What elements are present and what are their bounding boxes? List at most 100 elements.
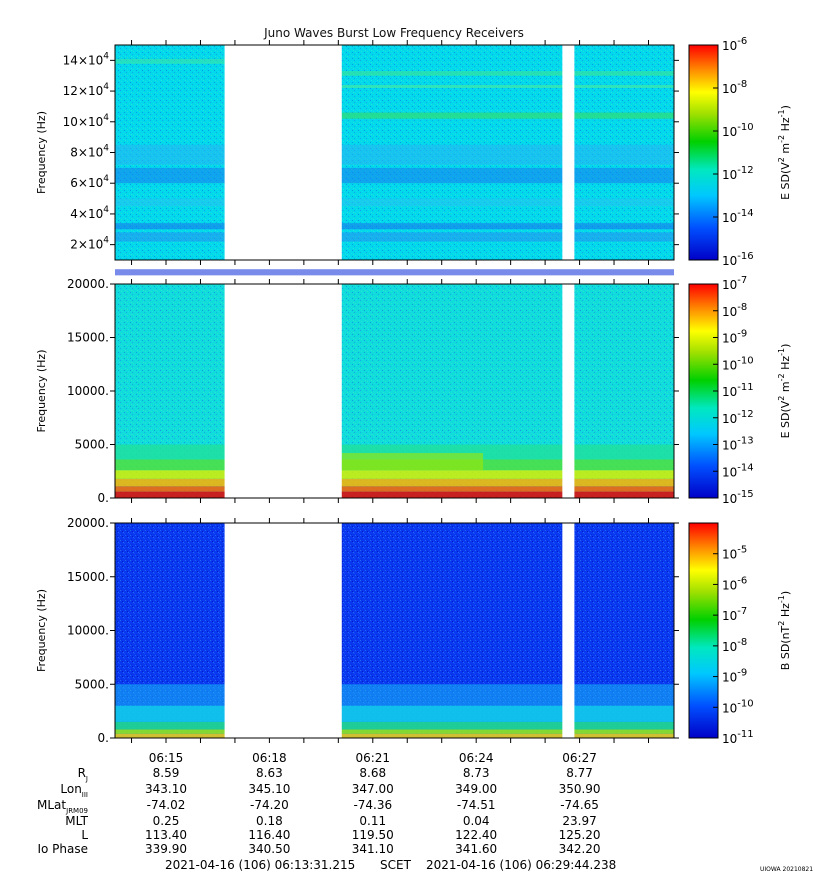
- time-tick-label: 06:24: [459, 751, 494, 765]
- ephemeris-value: -74.36: [353, 798, 392, 812]
- ephemeris-value: 8.59: [153, 766, 180, 780]
- colorbar-tick-label: 10-14: [722, 462, 754, 479]
- footer-start-time: 2021-04-16 (106) 06:13:31.215: [165, 858, 355, 872]
- emission-line: [341, 112, 674, 119]
- data-gap: [562, 284, 575, 499]
- colorbar: [689, 523, 718, 738]
- ephemeris-value: 0.18: [256, 814, 283, 828]
- footer-version: UIOWA 20210821: [760, 866, 813, 873]
- y-tick-label: 2×104: [70, 236, 109, 252]
- ephemeris-value: 23.97: [562, 814, 596, 828]
- colorbar-tick-label: 10-6: [722, 575, 747, 592]
- colorbar-tick-label: 10-7: [722, 275, 747, 292]
- low-frequency-band: [115, 721, 674, 730]
- footer-scet-label: SCET: [380, 858, 412, 872]
- y-tick-label: 4×104: [70, 205, 109, 221]
- ephemeris-value: 345.10: [248, 782, 290, 796]
- spectral-band: [115, 223, 674, 230]
- colorbar-tick-label: 10-12: [722, 409, 754, 426]
- colorbar-tick-label: 10-10: [722, 122, 754, 139]
- y-tick-label: 8×104: [70, 144, 109, 160]
- data-gap: [562, 523, 575, 739]
- colorbar-tick-label: 10-6: [722, 36, 747, 53]
- ephemeris-value: 8.77: [566, 766, 593, 780]
- colorbar-tick-label: 10-8: [722, 79, 747, 96]
- y-axis-label: Frequency (Hz): [35, 589, 48, 672]
- colorbar-tick-label: 10-12: [722, 165, 754, 182]
- colorbar-tick-label: 10-11: [722, 729, 754, 746]
- colorbar-tick-label: 10-9: [722, 668, 747, 685]
- spectral-band: [115, 232, 674, 242]
- colorbar-tick-label: 10-9: [722, 329, 747, 346]
- colorbar-frame: [688, 522, 719, 739]
- spectral-band: [115, 269, 674, 276]
- ephemeris-value: -74.20: [250, 798, 289, 812]
- y-tick-label: 10000.: [67, 624, 109, 638]
- time-tick-label: 06:15: [149, 751, 184, 765]
- ephemeris-value: 341.60: [455, 842, 497, 856]
- ephemeris-value: 116.40: [248, 828, 290, 842]
- colorbar-tick-label: 10-14: [722, 208, 754, 225]
- ephemeris-value: 350.90: [559, 782, 601, 796]
- y-tick-label: 12×104: [63, 82, 110, 98]
- colorbar-tick-label: 10-15: [722, 489, 754, 506]
- ephemeris-value: 8.63: [256, 766, 283, 780]
- y-tick-label: 5000.: [75, 677, 109, 691]
- spectrogram-panel: 0. 5000. 10000. 15000. 20000. Frequency (Hz) 1…: [35, 516, 792, 746]
- ephemeris-value: 343.10: [145, 782, 187, 796]
- ephemeris-value: 122.40: [455, 828, 497, 842]
- spectral-band: [115, 198, 674, 207]
- ephemeris-value: 342.20: [559, 842, 601, 856]
- chart-title: Juno Waves Burst Low Frequency Receivers: [263, 26, 524, 40]
- y-tick-label: 15000.: [67, 331, 109, 345]
- colorbar-tick-label: 10-10: [722, 355, 754, 372]
- ephemeris-value: 0.04: [463, 814, 490, 828]
- ephemeris-row-label: RJ: [78, 766, 88, 783]
- ephemeris-row-label: L: [81, 828, 88, 842]
- colorbar-tick-label: 10-10: [722, 698, 754, 715]
- emission-line: [341, 71, 674, 76]
- colorbar-tick-label: 10-8: [722, 637, 747, 654]
- data-gap: [562, 45, 575, 261]
- ephemeris-value: 0.11: [359, 814, 386, 828]
- spectrogram-panel: 0. 5000. 10000. 15000. 20000. Frequency (Hz) 1…: [35, 275, 792, 506]
- low-frequency-band: [115, 705, 674, 722]
- y-tick-label: 10000.: [67, 384, 109, 398]
- ephemeris-value: 340.50: [248, 842, 290, 856]
- y-tick-label: 5000.: [75, 438, 109, 452]
- time-tick-label: 06:21: [355, 751, 390, 765]
- y-tick-label: 15000.: [67, 570, 109, 584]
- colorbar-label: B SD(nT2 Hz-1): [777, 591, 792, 670]
- data-gap: [224, 45, 342, 261]
- ephemeris-value: 339.90: [145, 842, 187, 856]
- low-frequency-band: [115, 733, 674, 738]
- ephemeris-value: 8.73: [463, 766, 490, 780]
- y-tick-label: 20000.: [67, 277, 109, 291]
- low-frequency-band: [115, 470, 674, 479]
- time-tick-label: 06:18: [252, 751, 287, 765]
- ephemeris-value: 349.00: [455, 782, 497, 796]
- y-tick-label: 10×104: [63, 113, 110, 129]
- low-frequency-band: [115, 729, 674, 734]
- ephemeris-row-label: LonIII: [60, 782, 88, 799]
- colorbar-label: E SD(V2 m-2 Hz-1): [777, 344, 792, 439]
- ephemeris-value: -74.02: [147, 798, 186, 812]
- ephemeris-value: -74.65: [560, 798, 599, 812]
- y-tick-label: 6×104: [70, 174, 109, 190]
- low-frequency-band: [115, 486, 674, 492]
- ephemeris-row-label: Io Phase: [37, 842, 88, 856]
- emission-line: [115, 58, 225, 64]
- ephemeris-value: 8.68: [359, 766, 386, 780]
- colorbar-tick-label: 10-7: [722, 606, 747, 623]
- colorbar-tick-label: 10-8: [722, 302, 747, 319]
- colorbar: [689, 45, 718, 260]
- ephemeris-row-label: MLT: [65, 814, 88, 828]
- colorbar-tick-label: 10-5: [722, 545, 747, 562]
- ephemeris-row-label: MLatJRM09: [37, 798, 88, 815]
- colorbar-tick-label: 10-11: [722, 382, 754, 399]
- y-axis-label: Frequency (Hz): [35, 350, 48, 433]
- y-tick-label: 14×104: [63, 51, 110, 67]
- spectral-band: [115, 144, 674, 165]
- low-frequency-band: [115, 478, 674, 487]
- time-tick-label: 06:27: [562, 751, 597, 765]
